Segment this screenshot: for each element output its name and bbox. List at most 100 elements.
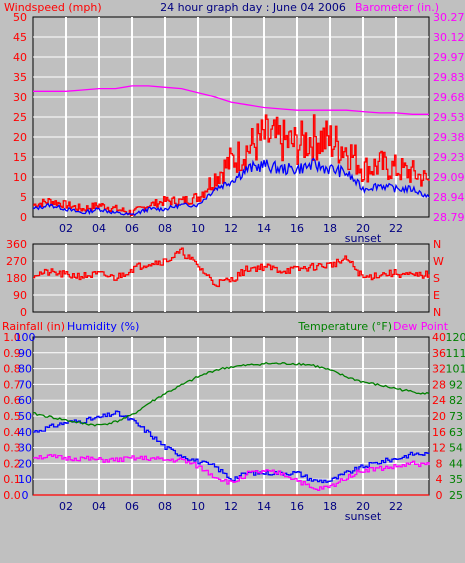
direction-y-tick: 180 <box>6 272 27 285</box>
direction-line <box>33 247 430 288</box>
celsius-y-tick: 4 <box>436 473 443 486</box>
x-tick-label: 10 <box>191 500 205 513</box>
humidity-y-tick: 20 <box>18 457 32 470</box>
direction-y-tick: 360 <box>6 238 27 251</box>
celsius-y-tick: 0 <box>436 489 443 502</box>
dewpoint-line <box>33 453 430 491</box>
x-tick-label: 08 <box>158 222 172 235</box>
direction-y-tick: 0 <box>20 306 27 319</box>
barometer-axis-label: Barometer (in.) <box>355 1 439 14</box>
celsius-y-tick: 40 <box>432 331 446 344</box>
temperature-axis-label: Temperature (°F) <box>297 320 392 333</box>
wind-barometer-panel: 5045403530252015105030.2730.1229.9729.83… <box>13 11 465 245</box>
x-tick-label: 02 <box>59 222 73 235</box>
rain-y-tick: 0.1 <box>3 473 21 486</box>
x-tick-label: 04 <box>92 222 106 235</box>
x-tick-label: 02 <box>59 500 73 513</box>
rain-y-tick: 0.8 <box>3 363 21 376</box>
x-tick-label: 18 <box>323 500 337 513</box>
chart-title: 24 hour graph day : June 04 2006 <box>160 1 346 14</box>
fahrenheit-y-tick: 92 <box>449 378 463 391</box>
direction-y-tick: 270 <box>6 255 27 268</box>
x-tick-label: 16 <box>290 222 304 235</box>
x-tick-label: 06 <box>125 222 139 235</box>
humidity-y-tick: 40 <box>18 426 32 439</box>
dewpoint-axis-label: Dew Point <box>393 320 449 333</box>
wind-axis-label: Windspeed (mph) <box>4 1 102 14</box>
compass-y-tick: W <box>433 255 444 268</box>
rain-y-tick: 0.3 <box>3 442 21 455</box>
humidity-y-tick: 10 <box>18 473 32 486</box>
celsius-y-tick: 8 <box>436 457 443 470</box>
wind-y-tick: 35 <box>13 71 27 84</box>
sunset-label: sunset <box>345 510 382 523</box>
fahrenheit-y-tick: 111 <box>446 347 465 360</box>
celsius-y-tick: 20 <box>432 410 446 423</box>
x-tick-label: 18 <box>323 222 337 235</box>
x-tick-label: 22 <box>389 222 403 235</box>
gust-line <box>32 157 430 217</box>
barometer-y-tick: 29.68 <box>433 91 465 104</box>
barometer-y-tick: 29.53 <box>433 111 465 124</box>
barometer-y-tick: 29.38 <box>433 131 465 144</box>
rain-y-tick: 0.5 <box>3 410 21 423</box>
x-tick-label: 06 <box>125 500 139 513</box>
fahrenheit-y-tick: 54 <box>449 442 463 455</box>
x-tick-label: 16 <box>290 500 304 513</box>
humidity-y-tick: 0 <box>22 489 29 502</box>
barometer-y-tick: 28.79 <box>433 211 465 224</box>
barometer-y-tick: 28.94 <box>433 191 465 204</box>
humidity-y-tick: 90 <box>18 347 32 360</box>
fahrenheit-y-tick: 82 <box>449 394 463 407</box>
x-tick-label: 10 <box>191 222 205 235</box>
celsius-y-tick: 36 <box>432 347 446 360</box>
windspeed-line <box>33 114 430 217</box>
compass-y-tick: S <box>433 272 440 285</box>
rain-y-tick: 0.9 <box>3 347 21 360</box>
barometer-y-tick: 30.12 <box>433 31 465 44</box>
x-tick-label: 12 <box>224 222 238 235</box>
fahrenheit-y-tick: 35 <box>449 473 463 486</box>
compass-y-tick: E <box>433 289 440 302</box>
fahrenheit-y-tick: 73 <box>449 410 463 423</box>
fahrenheit-y-tick: 25 <box>449 489 463 502</box>
wind-y-tick: 10 <box>13 171 27 184</box>
x-tick-label: 14 <box>257 222 271 235</box>
x-tick-label: 22 <box>389 500 403 513</box>
barometer-y-tick: 29.09 <box>433 171 465 184</box>
x-tick-label: 12 <box>224 500 238 513</box>
wind-y-tick: 0 <box>20 211 27 224</box>
fahrenheit-y-tick: 63 <box>449 426 463 439</box>
x-tick-label: 04 <box>92 500 106 513</box>
barometer-y-tick: 29.23 <box>433 151 465 164</box>
wind-y-tick: 30 <box>13 91 27 104</box>
humidity-y-tick: 30 <box>18 442 32 455</box>
celsius-y-tick: 12 <box>432 442 446 455</box>
rain-y-tick: 0.0 <box>3 489 21 502</box>
humidity-y-tick: 100 <box>15 331 36 344</box>
rain-y-tick: 0.6 <box>3 394 21 407</box>
x-tick-label: 20 <box>356 500 370 513</box>
rain-y-tick: 0.4 <box>3 426 21 439</box>
x-tick-label: 20 <box>356 222 370 235</box>
fahrenheit-y-tick: 120 <box>446 331 465 344</box>
humidity-y-tick: 80 <box>18 363 32 376</box>
rain-y-tick: 0.7 <box>3 378 21 391</box>
wind-y-tick: 20 <box>13 131 27 144</box>
barometer-y-tick: 30.27 <box>433 11 465 24</box>
barometer-y-tick: 29.83 <box>433 71 465 84</box>
temperature-line <box>32 361 430 427</box>
celsius-y-tick: 16 <box>432 426 446 439</box>
barometer-line <box>33 85 429 115</box>
humidity-y-tick: 50 <box>18 410 32 423</box>
humidity-y-tick: 70 <box>18 378 32 391</box>
rain-y-tick: 0.2 <box>3 457 21 470</box>
rainfall-axis-label: Rainfall (in) <box>2 320 65 333</box>
fahrenheit-y-tick: 44 <box>449 457 463 470</box>
x-tick-label: 08 <box>158 500 172 513</box>
wind-y-tick: 5 <box>20 191 27 204</box>
